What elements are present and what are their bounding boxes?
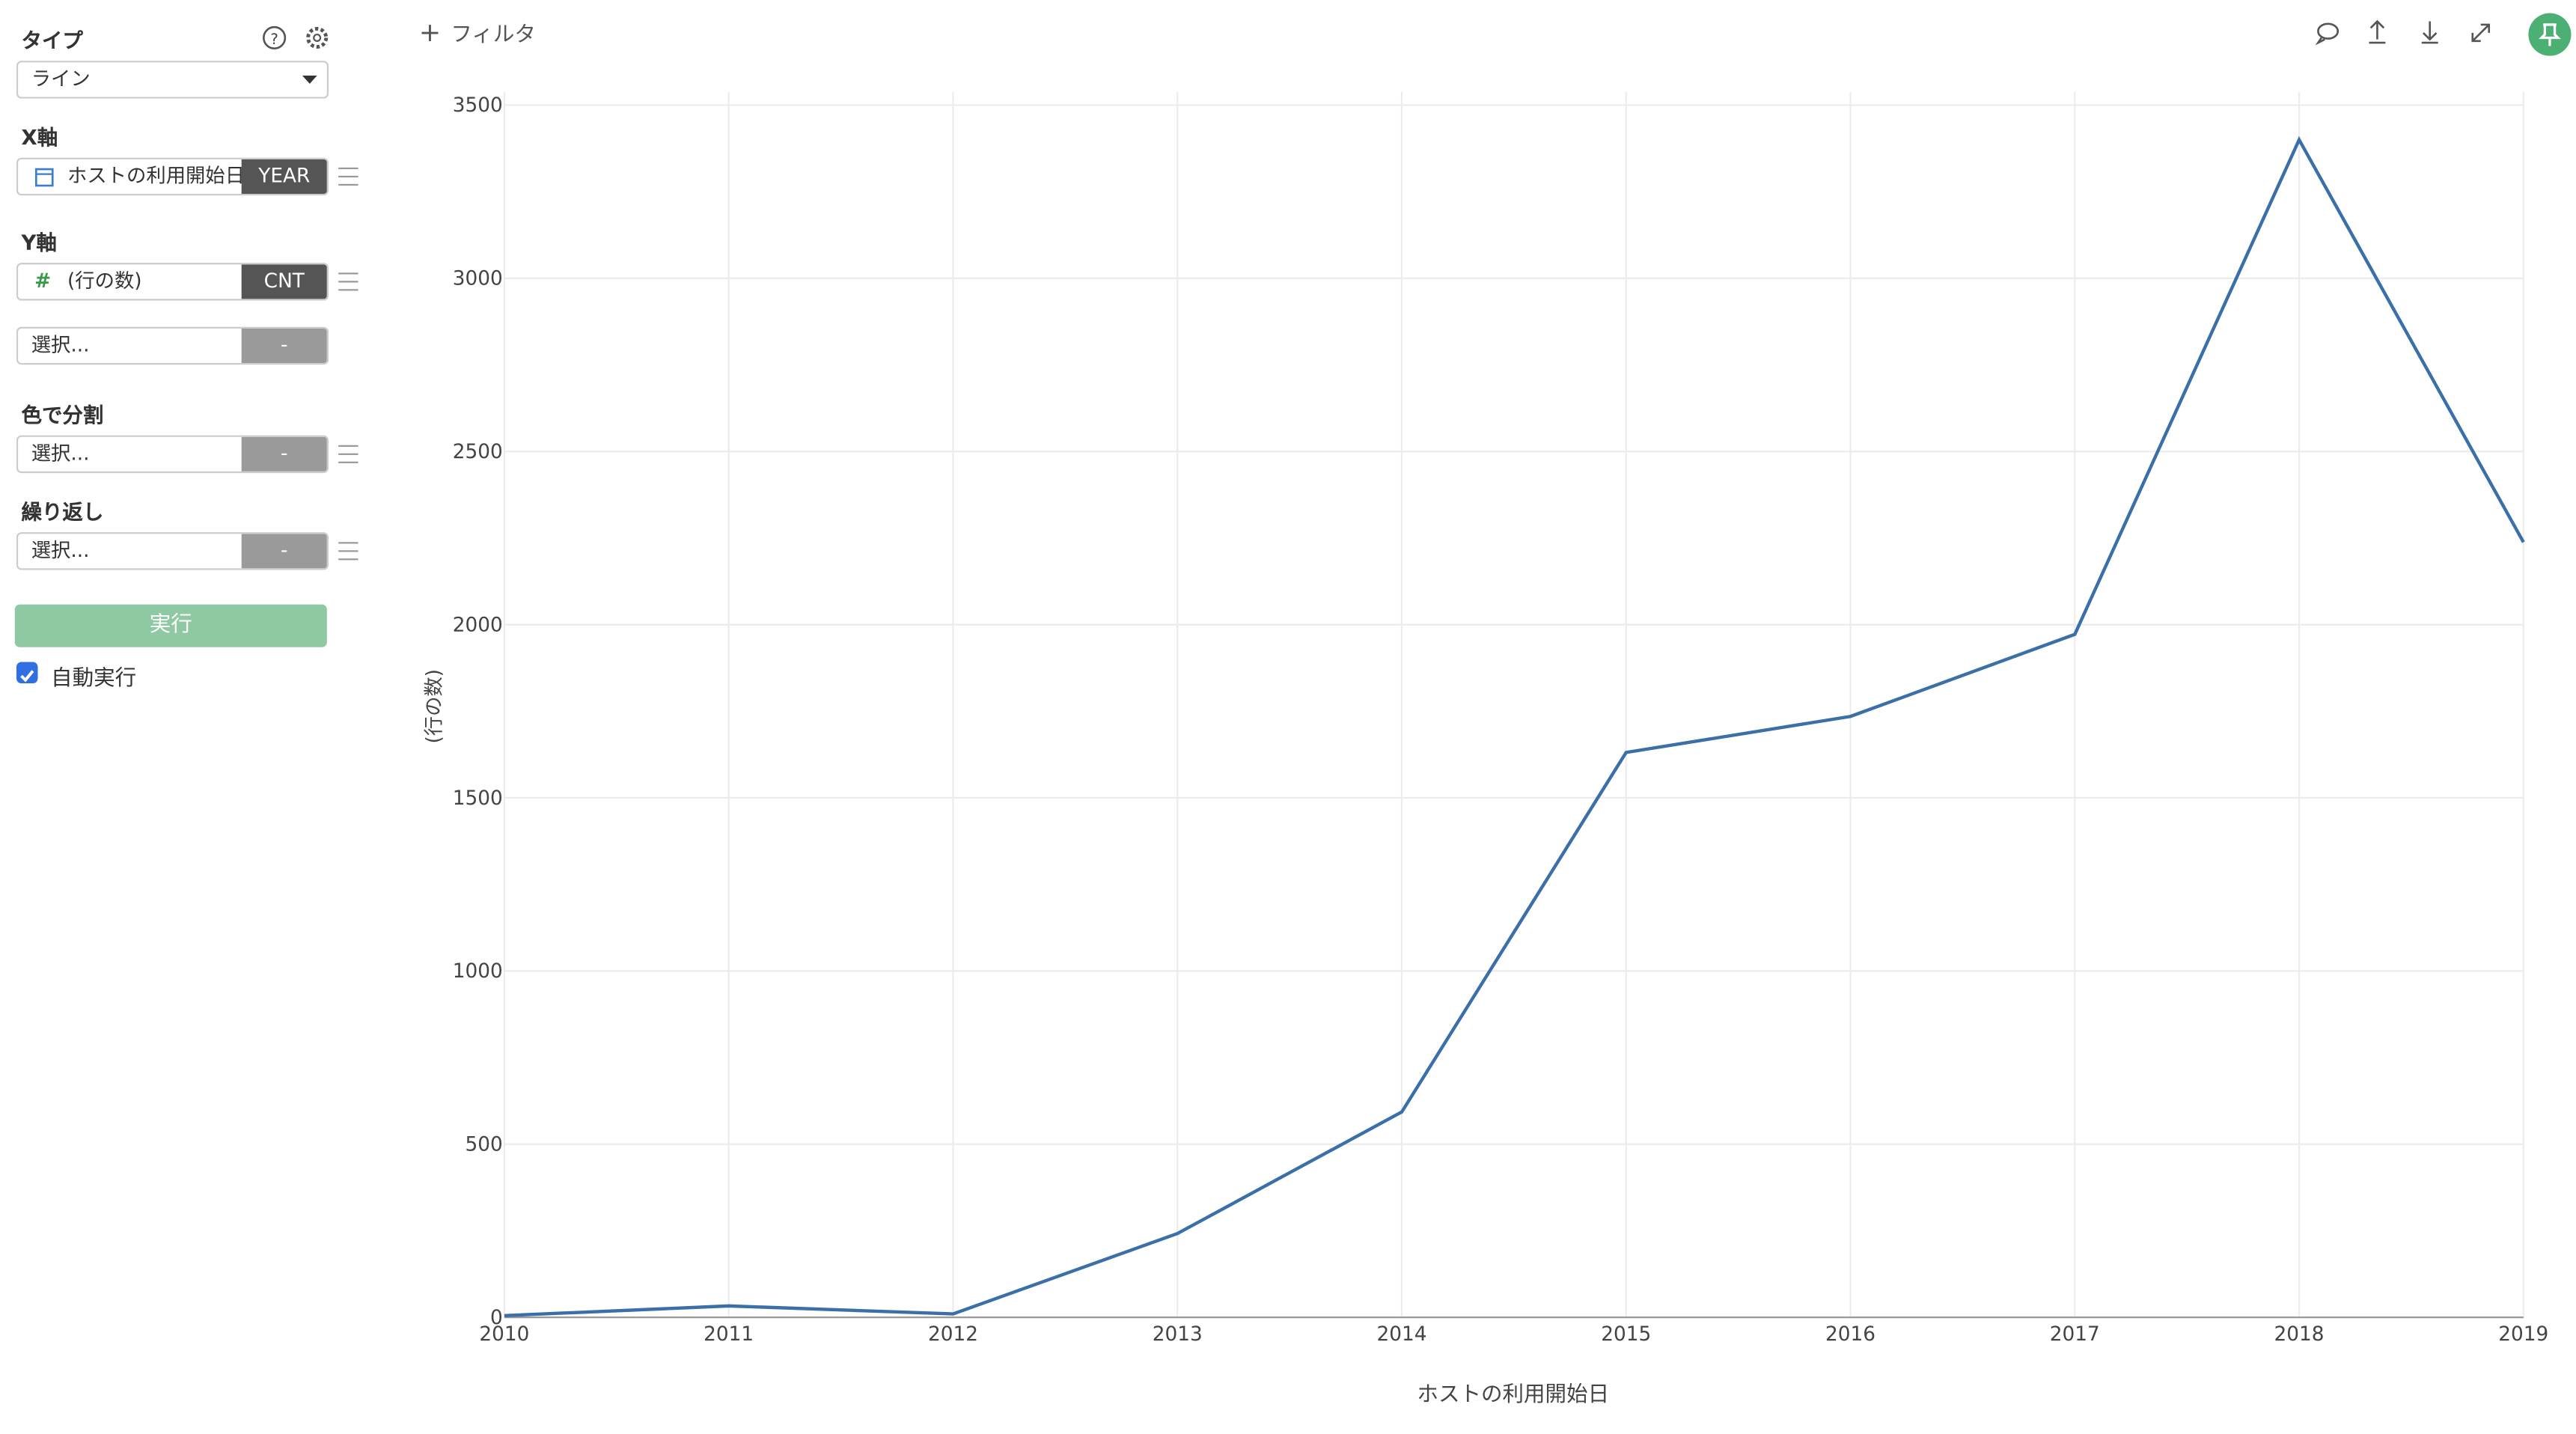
color-field-name: 選択... — [31, 442, 90, 466]
y-tick-label: 1000 — [453, 960, 503, 983]
x-axis-title: ホストの利用開始日 — [1417, 1382, 1609, 1406]
type-icons[interactable]: ? — [261, 25, 334, 55]
y2-field[interactable]: 選択... - — [16, 326, 329, 365]
plus-icon: + — [418, 16, 442, 48]
y-tick-label: 2000 — [453, 614, 503, 636]
color-label: 色で分割 — [21, 402, 104, 427]
repeat-field[interactable]: 選択... - — [16, 532, 329, 570]
type-select[interactable]: ライン — [16, 61, 329, 99]
repeat-agg[interactable]: - — [241, 534, 327, 569]
filter-text: フィルタ — [451, 22, 536, 48]
x-agg[interactable]: YEAR — [241, 159, 327, 194]
y-tick-label: 500 — [465, 1134, 502, 1156]
x-tick-label: 2016 — [1825, 1323, 1875, 1346]
y-axis-label: Y軸 — [21, 230, 57, 255]
y-tick-label: 0 — [490, 1307, 503, 1329]
toolbar-icons[interactable] — [2308, 13, 2576, 56]
x-tick-label: 2018 — [2274, 1323, 2325, 1346]
run-button[interactable]: 実行 — [14, 604, 327, 647]
y-tick-label: 3000 — [453, 268, 503, 290]
y-field[interactable]: # (行の数) CNT — [16, 263, 329, 301]
filter-button[interactable]: + フィルタ — [419, 16, 536, 48]
y-field-name: (行の数) — [67, 269, 142, 293]
repeat-menu[interactable] — [338, 542, 358, 561]
y-tick-label: 3500 — [453, 94, 503, 117]
repeat-label: 繰り返し — [21, 499, 104, 525]
check — [20, 670, 34, 683]
x-tick-label: 2013 — [1153, 1323, 1203, 1346]
y-menu[interactable] — [338, 272, 358, 291]
auto-run-label: 自動実行 — [51, 667, 137, 692]
y-tick-label: 2500 — [453, 441, 503, 463]
svg-text:?: ? — [270, 31, 278, 48]
data-line — [504, 135, 2525, 1318]
x-tick-label: 2011 — [703, 1323, 754, 1346]
auto-run-checkbox[interactable] — [16, 662, 38, 683]
number-icon: # — [34, 269, 52, 293]
calendar-icon — [34, 168, 54, 187]
x-tick-label: 2019 — [2498, 1323, 2548, 1346]
x-tick-label: 2012 — [928, 1323, 978, 1346]
x-tick-label: 2010 — [479, 1323, 529, 1346]
y2-agg[interactable]: - — [241, 328, 327, 364]
color-field[interactable]: 選択... - — [16, 435, 329, 474]
color-menu[interactable] — [338, 445, 358, 463]
x-tick-label: 2014 — [1376, 1323, 1426, 1346]
x-field[interactable]: ホストの利用開始日 YEAR — [16, 157, 329, 196]
x-menu[interactable] — [338, 167, 358, 186]
color-agg[interactable]: - — [241, 436, 327, 472]
x-tick-label: 2015 — [1601, 1323, 1651, 1346]
caret — [302, 75, 317, 84]
x-tick-label: 2017 — [2050, 1323, 2100, 1346]
type-value: ライン — [31, 67, 91, 91]
y-axis-title: (行の数) — [423, 669, 445, 744]
repeat-field-name: 選択... — [31, 538, 90, 562]
x-field-name: ホストの利用開始日 — [67, 164, 245, 188]
y2-field-name: 選択... — [31, 333, 90, 357]
y-tick-label: 1500 — [453, 787, 503, 810]
x-axis-label: X軸 — [21, 124, 58, 150]
y-agg[interactable]: CNT — [241, 264, 327, 299]
type-label: タイプ — [21, 28, 83, 53]
